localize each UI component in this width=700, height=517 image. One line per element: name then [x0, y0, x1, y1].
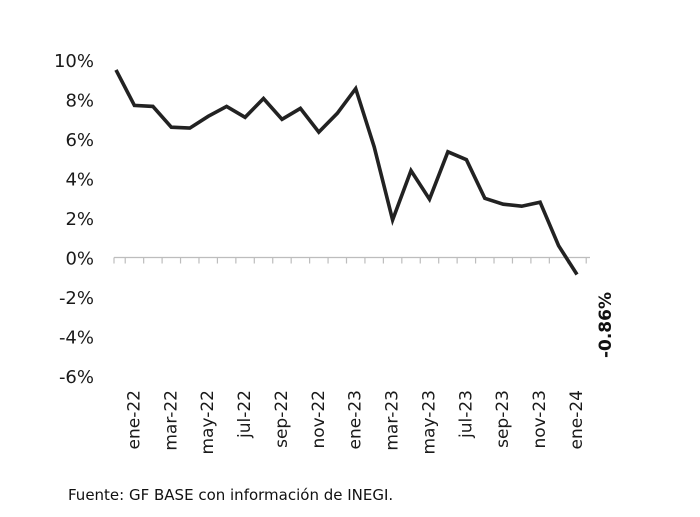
data-point — [391, 218, 394, 221]
data-point — [170, 126, 173, 129]
y-tick-label: 6% — [65, 130, 94, 151]
x-tick-label: mar-23 — [383, 390, 403, 451]
y-tick-label: 0% — [65, 249, 94, 270]
x-tick-label: ene-22 — [124, 390, 144, 449]
data-point — [483, 197, 486, 200]
data-point — [557, 244, 560, 247]
data-point — [133, 104, 136, 107]
x-tick-label: ene-23 — [346, 390, 366, 449]
x-tick-label: ene-24 — [567, 390, 587, 449]
x-tick-label: nov-22 — [309, 390, 329, 449]
data-point — [428, 198, 431, 201]
data-point — [317, 131, 320, 134]
data-point — [446, 150, 449, 153]
x-tick-label: may-23 — [419, 390, 439, 455]
line-chart: 10% 8% 6% 4% 2% 0% -2% -4% -6% ene-22 mar-22 may-22… — [54, 51, 616, 455]
y-tick-label: 8% — [65, 91, 94, 112]
data-label: -0.86% — [596, 292, 616, 358]
data-point — [151, 105, 154, 108]
data-point — [188, 127, 191, 130]
y-tick-label: -4% — [59, 328, 94, 349]
y-tick-label: -6% — [59, 367, 94, 388]
y-tick-label: 2% — [65, 209, 94, 230]
data-point — [225, 105, 228, 108]
y-tick-label: -2% — [59, 288, 94, 309]
x-tick-label: sep-22 — [272, 390, 292, 448]
data-point — [520, 205, 523, 208]
source-note: Fuente: GF BASE con información de INEGI… — [68, 486, 394, 504]
data-point — [336, 112, 339, 115]
x-tick-label: may-22 — [198, 390, 218, 455]
data-point — [207, 115, 210, 118]
y-tick-label: 4% — [65, 170, 94, 191]
data-point — [280, 118, 283, 121]
data-point — [299, 107, 302, 110]
x-tick-label: sep-23 — [493, 390, 513, 448]
x-tick-label: jul-22 — [235, 390, 255, 439]
data-point — [262, 97, 265, 100]
data-point — [576, 273, 579, 276]
x-tick-label: nov-23 — [530, 390, 550, 449]
data-point — [354, 87, 357, 90]
data-point — [502, 203, 505, 206]
x-tick-label: mar-22 — [161, 390, 181, 451]
data-point — [115, 68, 118, 71]
x-tick-label: jul-23 — [456, 390, 476, 439]
data-point — [410, 169, 413, 172]
data-point — [539, 201, 542, 204]
data-point — [244, 116, 247, 119]
y-tick-label: 10% — [54, 51, 94, 72]
series-line — [114, 69, 579, 276]
data-point — [465, 158, 468, 161]
data-point — [373, 145, 376, 148]
